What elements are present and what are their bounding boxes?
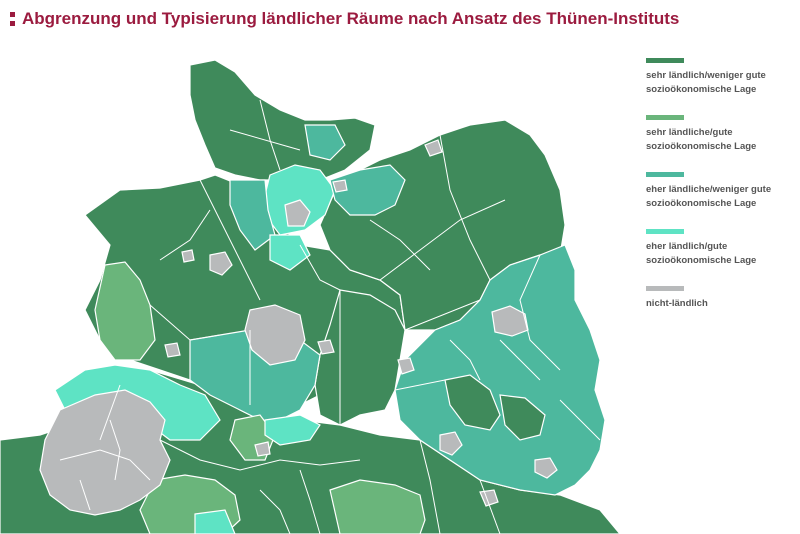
map-region-hamburg-gray <box>284 199 311 227</box>
map-region-northeast-teal <box>329 164 406 216</box>
map-region-ruhr-gray <box>39 389 171 516</box>
map-region-braunschweig-gray <box>317 339 335 355</box>
map-region-hannover-gray <box>244 304 306 366</box>
map-region-dresden-gray <box>534 457 558 479</box>
legend-label: eher ländlich/gute sozioökonomische Lage <box>646 241 757 266</box>
map-region-kiel-teal <box>304 124 346 161</box>
map-region-north-teal <box>229 179 276 251</box>
map-region-kassel-gray <box>254 441 271 457</box>
map-region-south-green-2 <box>329 479 426 534</box>
legend-swatch <box>646 172 684 177</box>
map-region-west-green <box>94 261 156 361</box>
title-block: Abgrenzung und Typisierung ländlicher Rä… <box>10 9 679 29</box>
legend-swatch <box>646 58 684 63</box>
legend: sehr ländlich/weniger gute sozioökonomis… <box>646 58 796 343</box>
map-region-north <box>189 59 376 181</box>
map-region-east-dark-2 <box>499 394 546 441</box>
map-region-bremen-gray <box>209 251 233 276</box>
map-region-north-gray-small <box>332 179 348 193</box>
legend-label: sehr ländliche/gute sozioökonomische Lag… <box>646 127 757 152</box>
map-region-bielefeld-gray <box>164 342 181 358</box>
map-region-magdeburg-gray <box>397 357 415 375</box>
title-marker-icon <box>10 12 15 26</box>
map-region-leipzig-gray <box>439 431 463 456</box>
rural-areas-map <box>0 59 620 534</box>
district-borders <box>59 99 601 534</box>
map-region-rostock-gray <box>424 139 443 157</box>
legend-label: sehr ländlich/weniger gute sozioökonomis… <box>646 70 766 95</box>
map-region-east-dark <box>444 374 501 431</box>
legend-item-rather-rural-weak: eher ländliche/weniger gute sozioökonomi… <box>646 172 796 229</box>
legend-swatch <box>646 286 684 291</box>
legend-label: nicht-ländlich <box>646 298 708 309</box>
page-title: Abgrenzung und Typisierung ländlicher Rä… <box>22 9 680 28</box>
legend-item-very-rural-weak: sehr ländlich/weniger gute sozioökonomis… <box>646 58 796 115</box>
legend-label: eher ländliche/weniger gute sozioökonomi… <box>646 184 772 209</box>
map-region-hamburg-lightteal-2 <box>269 234 311 271</box>
legend-item-rather-rural-good: eher ländlich/gute sozioökonomische Lage <box>646 229 796 286</box>
legend-swatch <box>646 115 684 120</box>
map-region-lightteal-south <box>264 414 321 446</box>
legend-item-very-rural-good: sehr ländliche/gute sozioökonomische Lag… <box>646 115 796 172</box>
legend-item-non-rural: nicht-ländlich <box>646 286 796 343</box>
map-region-osnabrueck-gray <box>181 249 195 263</box>
map-region-chemnitz-gray <box>479 489 499 507</box>
legend-swatch <box>646 229 684 234</box>
map-region-lightteal-bottom <box>194 509 236 534</box>
